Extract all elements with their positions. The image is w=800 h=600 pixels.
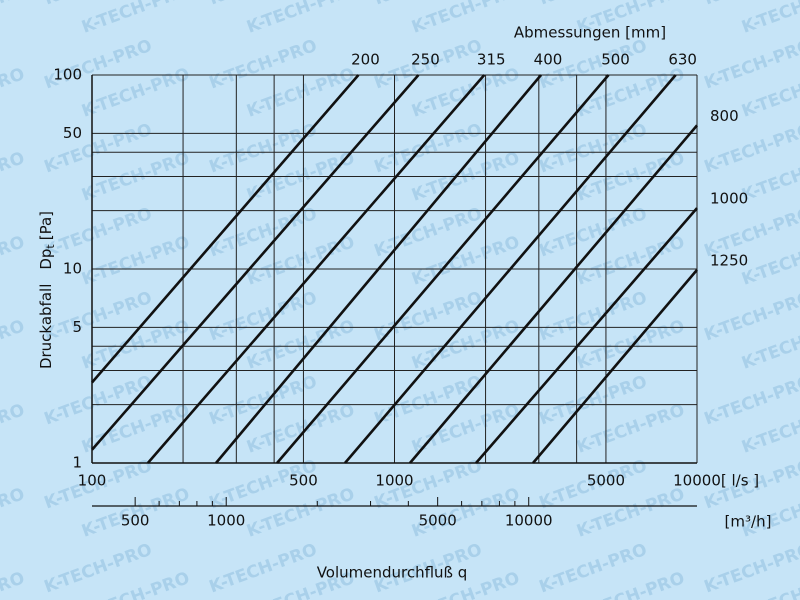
x-tick-label: 5000 xyxy=(587,472,625,490)
x2-tick-label: 1000 xyxy=(207,512,245,530)
x2-tick-label: 10000 xyxy=(505,512,553,530)
series-line xyxy=(276,74,610,464)
x2-tick-label: 5000 xyxy=(419,512,457,530)
series-line xyxy=(91,74,360,384)
x2-unit: [m³/h] xyxy=(725,513,772,531)
series-line xyxy=(408,124,698,464)
x-unit: [ l/s ] xyxy=(721,472,759,490)
y-label-unit: [Pa] xyxy=(37,211,55,240)
series-label: 630 xyxy=(668,51,697,69)
y-label-subscript: t xyxy=(44,244,57,249)
x-tick-label: 100 xyxy=(78,472,107,490)
y-tick-label: 5 xyxy=(72,318,82,336)
series-line xyxy=(215,74,542,464)
y-tick-label: 100 xyxy=(53,66,82,84)
series-label: 200 xyxy=(351,51,380,69)
series-label: 500 xyxy=(601,51,630,69)
x-tick-label: 10000 xyxy=(673,472,721,490)
series-label: 1000 xyxy=(710,190,748,208)
series-line xyxy=(146,74,486,464)
series-line xyxy=(532,269,698,464)
series-label: 400 xyxy=(534,51,563,69)
chart-title: Abmessungen [mm] xyxy=(514,24,666,42)
y-axis-label: Druckabfall Dpt [Pa] xyxy=(37,211,58,369)
series-line xyxy=(343,74,677,464)
series-line xyxy=(91,74,420,451)
series-label: 250 xyxy=(411,51,440,69)
x2-tick-label: 500 xyxy=(121,512,150,530)
x-tick-label: 1000 xyxy=(375,472,413,490)
y-tick-label: 1 xyxy=(72,454,82,472)
y-tick-label: 10 xyxy=(63,260,82,278)
y-tick-label: 50 xyxy=(63,124,82,142)
y-label-symbol: Dp xyxy=(37,249,55,270)
series-label: 315 xyxy=(477,51,506,69)
x-tick-label: 500 xyxy=(289,472,318,490)
y-label-name: Druckabfall xyxy=(37,284,55,369)
x-axis-label: Volumendurchfluß q xyxy=(317,564,468,582)
series-line xyxy=(475,207,698,464)
series-label: 800 xyxy=(710,107,739,125)
series-label: 1250 xyxy=(710,251,748,269)
